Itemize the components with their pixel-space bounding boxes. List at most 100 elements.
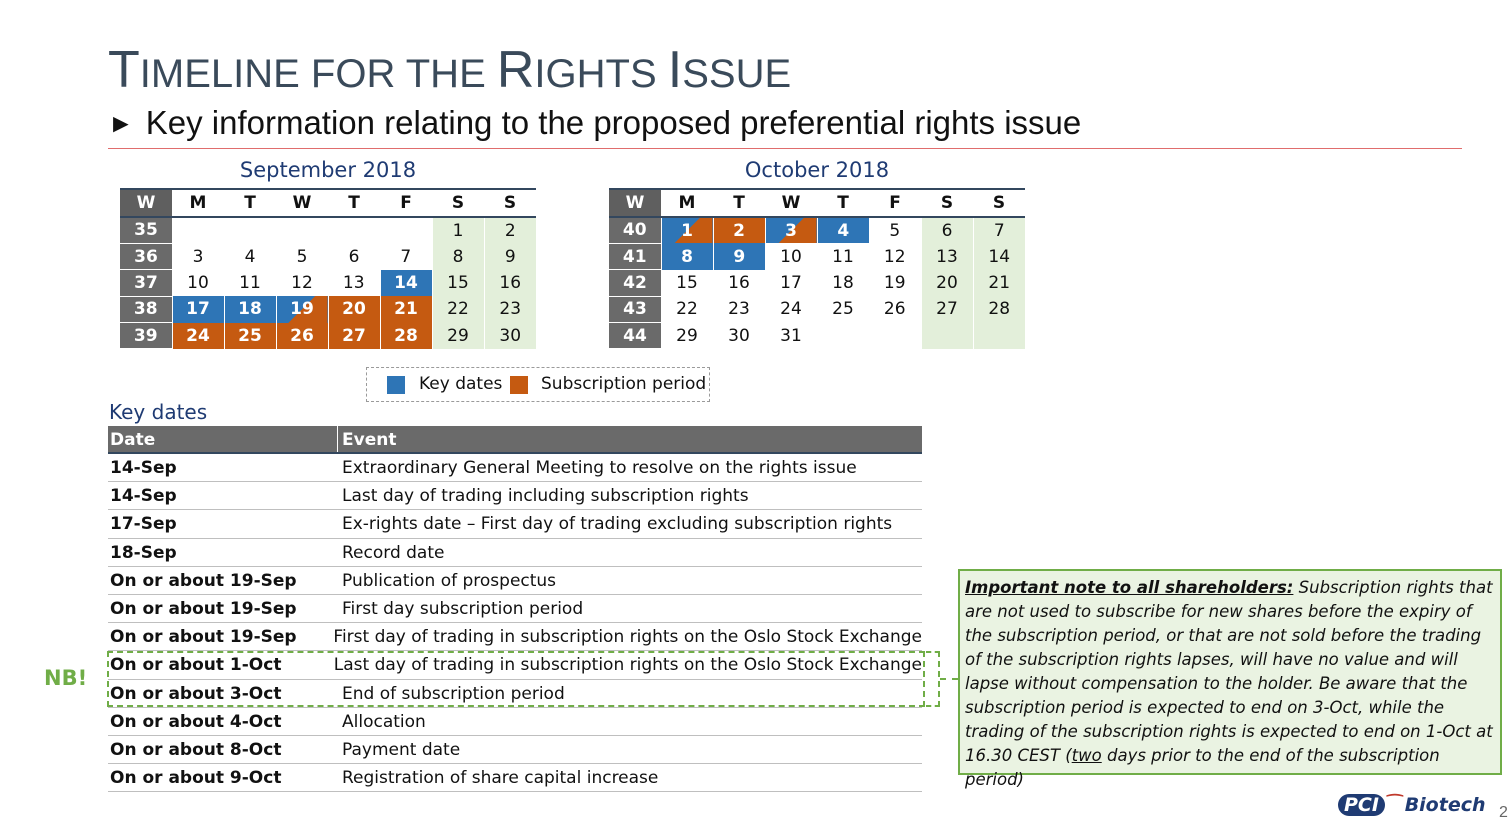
weekend-day-cell: 23	[483, 296, 536, 323]
subscription-day-cell: 21	[379, 296, 432, 323]
event-cell: Last day of trading in subscription righ…	[333, 655, 922, 676]
weekend-day-cell: 1	[431, 217, 484, 244]
week-column-header: W	[609, 188, 661, 218]
day-cell: 5	[296, 246, 308, 267]
day-cell: 13	[342, 272, 365, 293]
table-row: 14-Sep Extraordinary General Meeting to r…	[108, 454, 922, 483]
event-cell: Last day of trading including subscripti…	[342, 486, 749, 507]
weekend-day-cell: 28	[972, 296, 1025, 323]
weekday-header: T	[328, 188, 380, 218]
weekday-header: T	[713, 188, 765, 218]
date-cell: 14-Sep	[110, 458, 177, 478]
week-number: 39	[120, 322, 172, 350]
key-date-cell: 14	[379, 269, 432, 297]
calendar-week-row: 39 24 25 26 27 28 29 30	[120, 322, 536, 350]
day-cell: 10	[187, 272, 209, 293]
calendar-title: September 2018	[239, 158, 417, 182]
weekend-day-cell: 29	[431, 322, 484, 349]
weekday-header: W	[276, 188, 328, 218]
day-cell: 22	[676, 299, 698, 320]
key-date-cell: 4	[816, 217, 869, 244]
logo-biotech: Biotech	[1404, 794, 1486, 816]
note-heading: Important note to all shareholders:	[965, 578, 1294, 597]
day-cell: 3	[192, 246, 204, 267]
date-cell: On or about 19-Sep	[110, 570, 297, 591]
day-cell	[224, 217, 276, 243]
weekday-header: F	[380, 188, 432, 218]
weekday-header: M	[172, 188, 224, 218]
subscription-swatch	[510, 376, 528, 394]
event-cell: First day of trading in subscription rig…	[333, 627, 922, 648]
day-cell	[869, 323, 921, 349]
day-cell: 10	[780, 246, 802, 267]
weekday-header: S	[432, 188, 484, 218]
day-cell: 26	[883, 299, 906, 320]
subtitle-text: Key information relating to the proposed…	[145, 104, 1082, 141]
table-row: On or about 19-Sep Publication of prospec…	[108, 567, 922, 595]
day-cell: 5	[889, 220, 901, 241]
table-row: On or about 19-Sep First day subscription…	[108, 595, 922, 624]
event-cell: Payment date	[342, 739, 461, 760]
key-date-cell: 9	[712, 243, 765, 270]
weekday-header: S	[921, 188, 973, 218]
key-dates-swatch	[387, 376, 405, 394]
calendar-week-row: 42 15 16 17 18 19 20 21	[609, 269, 1025, 297]
day-cell: 25	[832, 299, 854, 320]
week-number: 38	[120, 296, 172, 324]
weekend-day-cell: 6	[920, 217, 973, 244]
event-cell: First day subscription period	[342, 598, 584, 619]
subscription-day-cell: 28	[379, 322, 432, 349]
nb-label: NB!	[44, 666, 88, 690]
weekday-header: S	[973, 188, 1025, 218]
table-row: On or about 1-Oct Last day of trading in …	[108, 651, 922, 680]
title-divider	[108, 148, 1462, 149]
key-subscription-day-cell: 3	[764, 217, 817, 244]
date-cell: 17-Sep	[110, 514, 177, 535]
week-number: 44	[609, 322, 661, 350]
key-dates-legend-label: Key dates	[419, 374, 503, 394]
table-row: On or about 4-Oct Allocation	[108, 708, 922, 736]
day-cell	[276, 217, 328, 243]
subscription-legend-label: Subscription period	[541, 374, 707, 394]
day-cell: 12	[883, 246, 906, 267]
table-row: On or about 9-Oct Registration of share c…	[108, 764, 922, 793]
day-cell: 7	[400, 246, 412, 267]
calendar-title: October 2018	[744, 158, 890, 182]
week-number: 35	[120, 217, 172, 244]
weekend-day-cell: 13	[920, 243, 973, 270]
calendar-week-row: 38 17 18 19 20 21 22 23	[120, 296, 536, 324]
week-number: 40	[609, 217, 661, 244]
subscription-day-cell: 27	[327, 322, 380, 349]
week-number: 41	[609, 243, 661, 271]
day-cell: 17	[780, 272, 802, 293]
date-cell: On or about 8-Oct	[110, 739, 282, 760]
event-cell: Allocation	[342, 711, 426, 732]
day-cell	[380, 217, 432, 243]
subscription-day-cell: 2	[712, 217, 765, 244]
date-cell: On or about 19-Sep	[110, 598, 297, 619]
date-cell: On or about 4-Oct	[110, 711, 282, 732]
day-cell: 11	[832, 246, 854, 267]
key-date-cell: 18	[223, 296, 276, 323]
date-cell: On or about 9-Oct	[110, 768, 282, 789]
weekday-header: W	[765, 188, 817, 218]
date-cell: On or about 3-Oct	[110, 683, 282, 704]
note-body-2: days prior to the end of the subscriptio…	[965, 746, 1440, 789]
day-cell: 31	[780, 325, 802, 346]
weekday-header: M	[661, 188, 713, 218]
date-column-header: Date	[108, 426, 338, 452]
logo-pci: PCI	[1338, 794, 1385, 816]
day-cell: 23	[728, 299, 750, 320]
week-number: 37	[120, 269, 172, 297]
table-row: 14-Sep Last day of trading including subs…	[108, 482, 922, 511]
weekend-day-cell: 21	[972, 269, 1025, 297]
table-row: On or about 3-Oct End of subscription per…	[108, 680, 922, 708]
table-row: 18-Sep Record date	[108, 539, 922, 567]
key-date-cell: 17	[171, 296, 224, 323]
weekend-day-cell: 14	[972, 243, 1025, 270]
day-cell	[817, 323, 869, 349]
week-column-header: W	[120, 188, 172, 218]
